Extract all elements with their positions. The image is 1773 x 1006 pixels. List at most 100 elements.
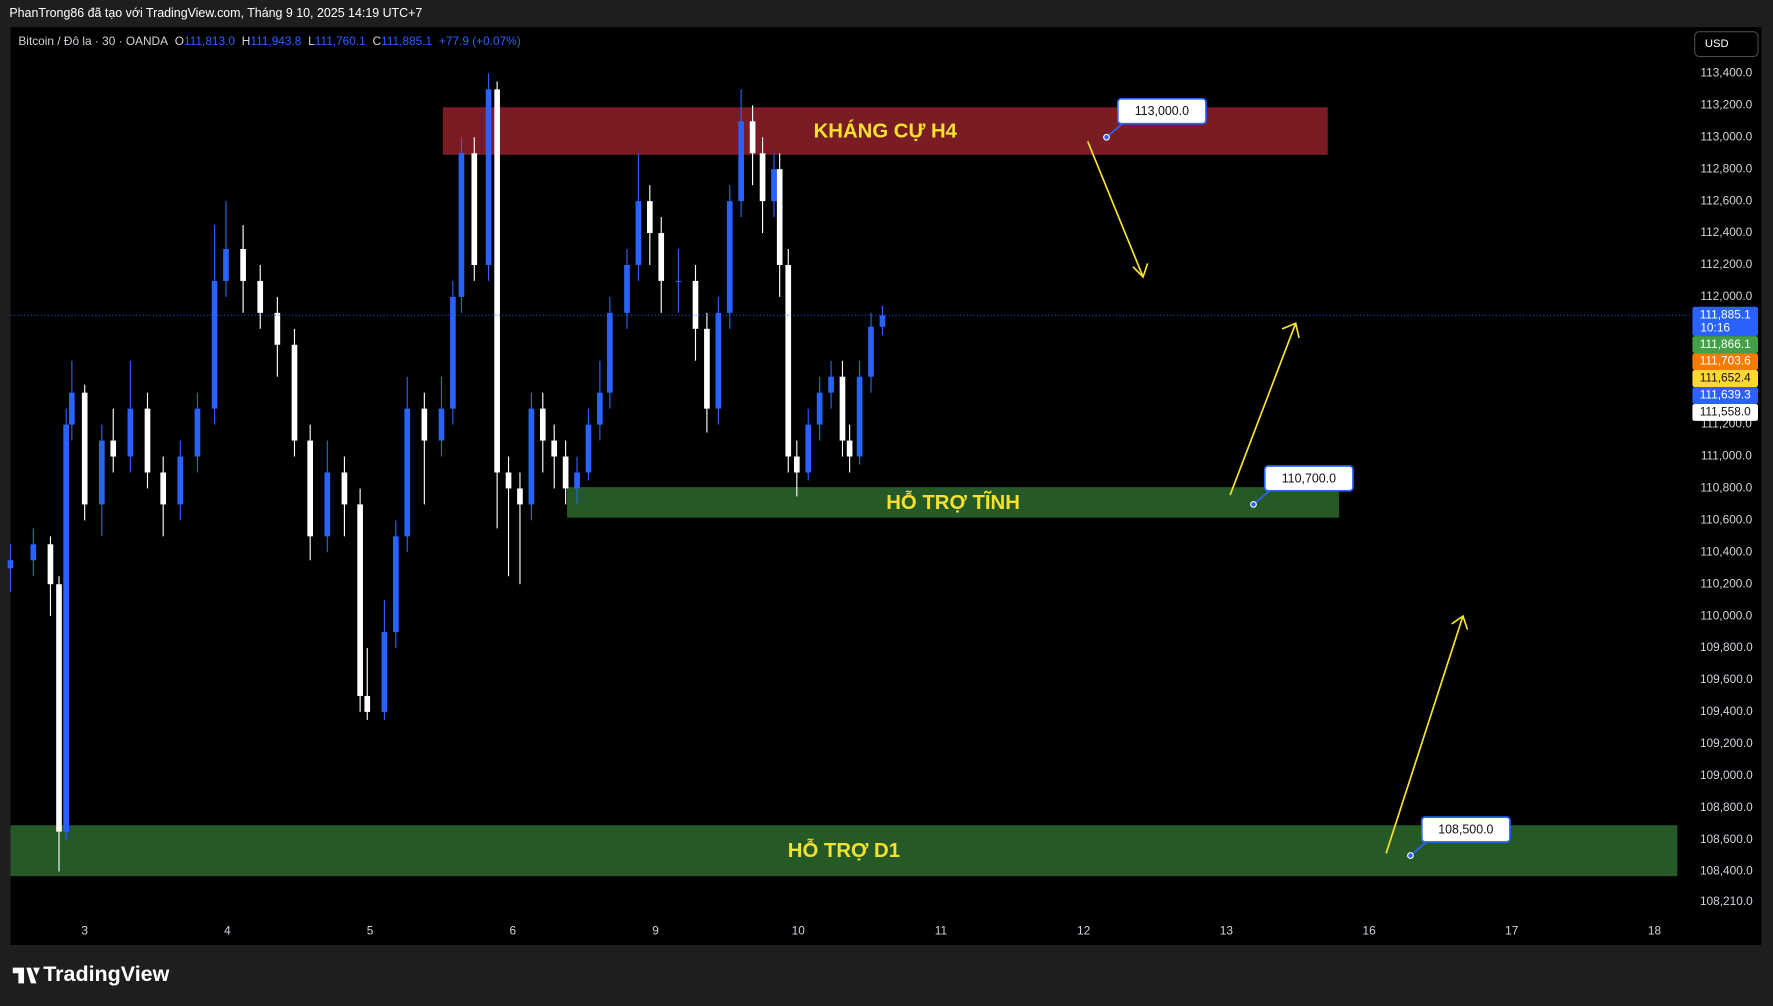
- candle-body: [98, 440, 105, 505]
- x-tick-label: 17: [1505, 924, 1518, 938]
- price-marker: [1692, 370, 1758, 388]
- candle-body: [505, 472, 512, 489]
- candle-body: [715, 312, 722, 409]
- candle-body: [879, 315, 886, 327]
- candle-body: [846, 440, 853, 457]
- price-marker-label: 111,639.3: [1700, 388, 1751, 402]
- arrows: [1086, 140, 1469, 854]
- price-marker-time: 10:16: [1700, 320, 1730, 334]
- y-tick-label: 109,000.0: [1700, 768, 1753, 782]
- y-tick-label: 109,600.0: [1700, 672, 1753, 686]
- candle-body: [574, 472, 580, 489]
- price-marker-label: 111,558.0: [1700, 405, 1751, 419]
- candle-body: [438, 408, 445, 441]
- y-tick-label: 110,400.0: [1700, 544, 1752, 558]
- caption: PhanTrong86 đã tạo với TradingView.com, …: [9, 6, 422, 20]
- x-tick-label: 6: [510, 924, 517, 938]
- price-marker: [1692, 387, 1758, 404]
- candle-body: [494, 89, 500, 473]
- candle-body: [144, 408, 151, 473]
- y-tick-label: 112,000.0: [1700, 289, 1752, 303]
- x-tick-label: 3: [81, 924, 88, 938]
- candle-body: [47, 544, 54, 585]
- candle-body: [404, 408, 411, 537]
- arrow-up: [1229, 322, 1300, 496]
- header-high: 111,943.8: [250, 34, 301, 48]
- candle-body: [364, 695, 371, 712]
- candle-body: [597, 392, 603, 425]
- y-tick-label: 109,800.0: [1700, 640, 1753, 654]
- price-marker: [1692, 306, 1758, 337]
- y-tick-label: 108,400.0: [1700, 864, 1753, 878]
- candle-body: [828, 376, 834, 393]
- header-symbol: Bitcoin / Đô la · 30 · OANDA: [18, 34, 168, 48]
- header-l-label: L: [308, 34, 315, 48]
- candle-body: [704, 328, 710, 409]
- candle-body: [30, 544, 37, 561]
- x-tick-label: 4: [224, 924, 231, 938]
- candle-body: [726, 201, 733, 313]
- plot-area: [10, 27, 1762, 945]
- candle-body: [81, 392, 88, 505]
- y-tick-label: 113,000.0: [1700, 129, 1752, 143]
- callout-anchor: [1407, 852, 1414, 859]
- brand: TradingView: [43, 962, 169, 986]
- candle-body: [177, 456, 184, 505]
- y-tick-label: 110,800.0: [1700, 481, 1752, 495]
- candle-body: [127, 408, 134, 457]
- y-tick-label: 108,600.0: [1700, 832, 1753, 846]
- x-tick-label: 12: [1077, 924, 1090, 938]
- y-tick-label: 113,200.0: [1700, 97, 1752, 111]
- header-o-label: O: [175, 34, 184, 48]
- candle-body: [675, 280, 682, 283]
- zone-label: HỖ TRỢ TĨNH: [886, 490, 1020, 514]
- zone-label: HỖ TRỢ D1: [788, 838, 900, 862]
- candle-body: [785, 264, 792, 457]
- price-marker: [1692, 403, 1758, 421]
- candle-body: [692, 280, 699, 329]
- candle-body: [646, 201, 653, 234]
- candle-body: [458, 153, 465, 297]
- callout-stem: [1105, 123, 1123, 138]
- x-tick-label: 13: [1220, 924, 1234, 938]
- candle-body: [56, 584, 62, 832]
- header-h-label: H: [242, 34, 251, 48]
- price-marker-label: 111,885.1: [1700, 307, 1751, 321]
- candle-body: [69, 392, 75, 425]
- y-tick-label: 108,800.0: [1700, 800, 1753, 814]
- candle-body: [585, 424, 592, 473]
- candle-body: [291, 344, 298, 441]
- currency[interactable]: USD: [1705, 38, 1729, 50]
- y-tick-label: 112,400.0: [1700, 225, 1752, 239]
- arrow-down: [1086, 140, 1149, 279]
- y-tick-label: 110,200.0: [1700, 576, 1752, 590]
- zone-label: KHÁNG CỰ H4: [814, 120, 958, 143]
- candle-body: [324, 472, 331, 537]
- header-low: 111,760.1: [315, 34, 366, 48]
- currency-button[interactable]: [1694, 31, 1759, 58]
- y-tick-label: 108,210.0: [1700, 894, 1753, 908]
- candle-body: [7, 560, 14, 569]
- zone: [10, 825, 1678, 877]
- candle-body: [805, 424, 812, 473]
- y-tick-label: 112,200.0: [1700, 257, 1752, 271]
- callout-anchor: [1250, 501, 1257, 508]
- candle-body: [223, 249, 229, 281]
- callout-box: [1420, 816, 1511, 843]
- arrow-up: [1385, 614, 1469, 854]
- candle-body: [63, 424, 69, 832]
- candle-body: [635, 201, 642, 265]
- callout-box: [1263, 465, 1354, 492]
- price-marker: [1692, 353, 1758, 371]
- candle-body: [839, 376, 846, 441]
- header-change: +77.9 (+0.07%): [439, 34, 521, 48]
- y-tick-label: 110,600.0: [1700, 513, 1752, 527]
- y-tick-label: 110,000.0: [1700, 608, 1752, 622]
- candle-body: [771, 169, 777, 202]
- candle-body: [539, 408, 546, 441]
- y-tick-label: 111,000.0: [1701, 449, 1752, 463]
- header-open: 111,813.0: [184, 34, 235, 48]
- x-tick-label: 18: [1648, 924, 1662, 938]
